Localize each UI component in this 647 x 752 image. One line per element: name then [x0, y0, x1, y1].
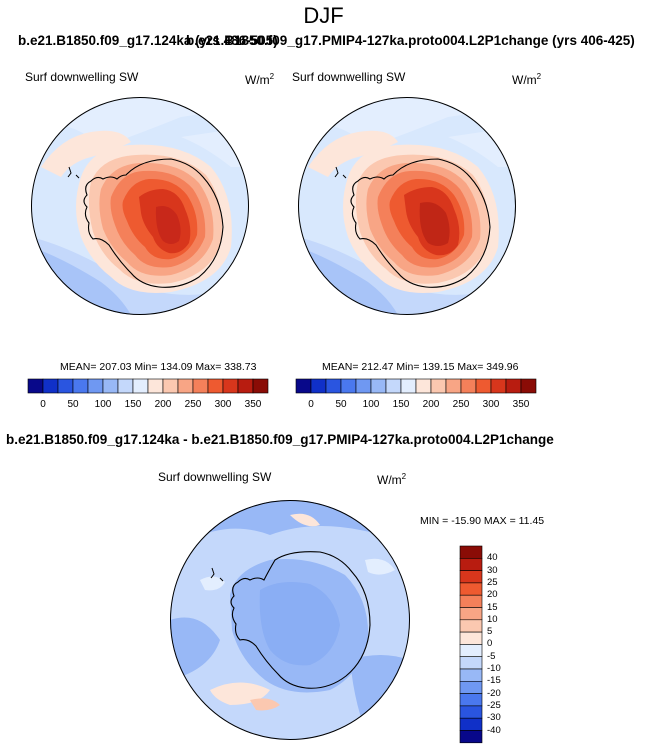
- figure-title: DJF: [303, 3, 344, 28]
- diff-stats-label: MIN = -15.90 MAX = 11.45: [420, 515, 545, 527]
- colorbar-swatch: [430, 378, 447, 394]
- colorbar-tick-label: -20: [487, 687, 501, 699]
- colorbar-swatch: [459, 570, 483, 584]
- colorbar-tick-label: 150: [124, 399, 142, 410]
- colorbar-tick-label: 10: [487, 613, 498, 625]
- colorbar-swatch: [415, 378, 432, 394]
- colorbar-swatch: [459, 607, 483, 621]
- diff-units-label: W/m2: [377, 472, 407, 487]
- colorbar-swatch: [385, 378, 402, 394]
- diff-polar-map: [170, 500, 410, 740]
- colorbar-swatch: [459, 644, 483, 658]
- colorbar-swatch: [459, 656, 483, 670]
- left-variable-label: Surf downwelling SW: [25, 70, 139, 84]
- right-run-label: b.e21.B1850.f09_g17.PMIP4-127ka.proto004…: [186, 33, 635, 48]
- right-units-label: W/m2: [512, 72, 542, 87]
- colorbar-tick-label: 5: [487, 626, 493, 638]
- colorbar-swatch: [459, 693, 483, 707]
- colorbar-swatch: [147, 378, 164, 394]
- right-colorbar: [295, 378, 537, 394]
- colorbar-swatch: [192, 378, 209, 394]
- colorbar-tick-label: 25: [487, 576, 498, 588]
- colorbar-tick-label: -10: [487, 663, 501, 674]
- colorbar-swatch: [295, 378, 312, 394]
- left-stats-label: MEAN= 207.03 Min= 134.09 Max= 338.73: [60, 361, 257, 373]
- colorbar-swatch: [370, 378, 387, 394]
- colorbar-swatch: [87, 378, 104, 394]
- colorbar-swatch: [252, 378, 269, 394]
- colorbar-swatch: [459, 717, 483, 731]
- right-polar-map: [298, 97, 516, 315]
- colorbar-swatch: [459, 668, 483, 682]
- colorbar-swatch: [475, 378, 492, 394]
- colorbar-swatch: [162, 378, 179, 394]
- colorbar-swatch: [459, 558, 483, 571]
- colorbar-tick-label: -15: [487, 675, 501, 687]
- colorbar-swatch: [460, 378, 477, 394]
- colorbar-swatch: [400, 378, 417, 394]
- colorbar-swatch: [505, 378, 522, 394]
- colorbar-swatch: [459, 545, 483, 559]
- colorbar-tick-label: 250: [184, 399, 202, 410]
- colorbar-swatch: [132, 378, 149, 394]
- colorbar-swatch: [102, 378, 119, 394]
- colorbar-tick-label: -5: [487, 650, 496, 662]
- colorbar-swatch: [207, 378, 224, 394]
- left-run-label: b.e21.B1850.f09_g17.124ka (yrs 486-505): [18, 33, 278, 48]
- colorbar-swatch: [177, 378, 194, 394]
- colorbar-swatch: [459, 730, 483, 744]
- colorbar-tick-label: 150: [392, 399, 410, 410]
- colorbar-tick-label: 300: [214, 399, 232, 410]
- colorbar-tick-label: -30: [487, 712, 501, 724]
- colorbar-tick-label: 40: [487, 552, 498, 564]
- left-polar-map: [31, 97, 249, 315]
- colorbar-swatch: [459, 594, 483, 608]
- colorbar-swatch: [325, 378, 342, 394]
- colorbar-swatch: [459, 631, 483, 645]
- colorbar-swatch: [42, 378, 59, 394]
- left-units-label: W/m2: [245, 72, 275, 87]
- colorbar-swatch: [445, 378, 462, 394]
- colorbar-swatch: [520, 378, 537, 394]
- colorbar-tick-label: 100: [362, 399, 380, 410]
- colorbar-swatch: [355, 378, 372, 394]
- colorbar-tick-label: 0: [40, 399, 46, 410]
- diff-run-label: b.e21.B1850.f09_g17.124ka - b.e21.B1850.…: [6, 432, 554, 447]
- colorbar-tick-label: 350: [244, 399, 262, 410]
- colorbar-swatch: [57, 378, 74, 394]
- colorbar-tick-label: 100: [94, 399, 112, 410]
- colorbar-tick-label: 0: [308, 399, 314, 410]
- colorbar-swatch: [117, 378, 134, 394]
- colorbar-tick-label: 20: [487, 589, 498, 601]
- colorbar-tick-label: 30: [487, 564, 498, 576]
- colorbar-swatch: [310, 378, 327, 394]
- colorbar-tick-label: 350: [512, 399, 530, 410]
- colorbar-tick-label: 0: [487, 638, 493, 650]
- colorbar-swatch: [340, 378, 357, 394]
- right-stats-label: MEAN= 212.47 Min= 139.15 Max= 349.96: [322, 361, 519, 373]
- diff-colorbar: [459, 545, 483, 744]
- colorbar-tick-label: 300: [482, 399, 500, 410]
- colorbar-swatch: [237, 378, 254, 394]
- colorbar-tick-label: 50: [335, 399, 347, 410]
- colorbar-tick-label: 200: [422, 399, 440, 410]
- colorbar-tick-label: 250: [452, 399, 470, 410]
- colorbar-swatch: [222, 378, 239, 394]
- colorbar-swatch: [459, 705, 483, 719]
- colorbar-swatch: [459, 582, 483, 596]
- colorbar-swatch: [490, 378, 507, 394]
- right-variable-label: Surf downwelling SW: [292, 70, 406, 84]
- colorbar-swatch: [72, 378, 89, 394]
- colorbar-swatch: [459, 681, 483, 694]
- colorbar-tick-label: -25: [487, 699, 501, 711]
- colorbar-swatch: [27, 378, 44, 394]
- colorbar-swatch: [459, 619, 483, 633]
- colorbar-tick-label: 200: [154, 399, 172, 410]
- left-colorbar: [27, 378, 269, 394]
- diff-variable-label: Surf downwelling SW: [158, 470, 272, 484]
- colorbar-tick-label: 50: [67, 399, 79, 410]
- colorbar-tick-label: -40: [487, 724, 501, 736]
- colorbar-tick-label: 15: [487, 601, 498, 613]
